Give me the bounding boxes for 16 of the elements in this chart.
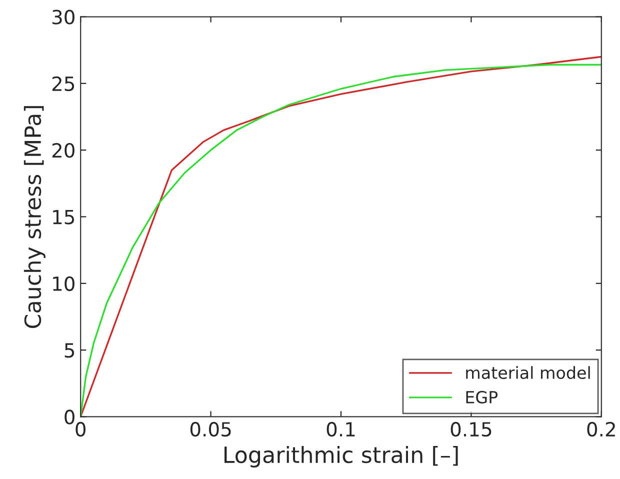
x-tick-label: 0.1 bbox=[326, 422, 355, 437]
y-tick-label: 5 bbox=[64, 343, 74, 358]
y-tick-label: 10 bbox=[53, 276, 74, 292]
y-axis-title: Cauchy stress [MPa] bbox=[24, 106, 46, 328]
x-tick-label: 0 bbox=[76, 422, 86, 437]
y-tick-label: 30 bbox=[52, 10, 74, 24]
y-tick-label: 15 bbox=[53, 210, 74, 224]
x-axis-title: Logarithmic strain [–] bbox=[224, 446, 458, 468]
legend-label: material model bbox=[466, 366, 590, 380]
x-tick-label: 0.05 bbox=[190, 422, 231, 437]
y-tick-label: 25 bbox=[52, 76, 74, 92]
x-tick-label: 0.2 bbox=[587, 422, 615, 437]
y-tick-label: 0 bbox=[64, 410, 74, 424]
x-tick-label: 0.15 bbox=[450, 422, 492, 437]
legend-label: EGP bbox=[466, 390, 498, 404]
y-tick-label: 20 bbox=[52, 143, 74, 158]
